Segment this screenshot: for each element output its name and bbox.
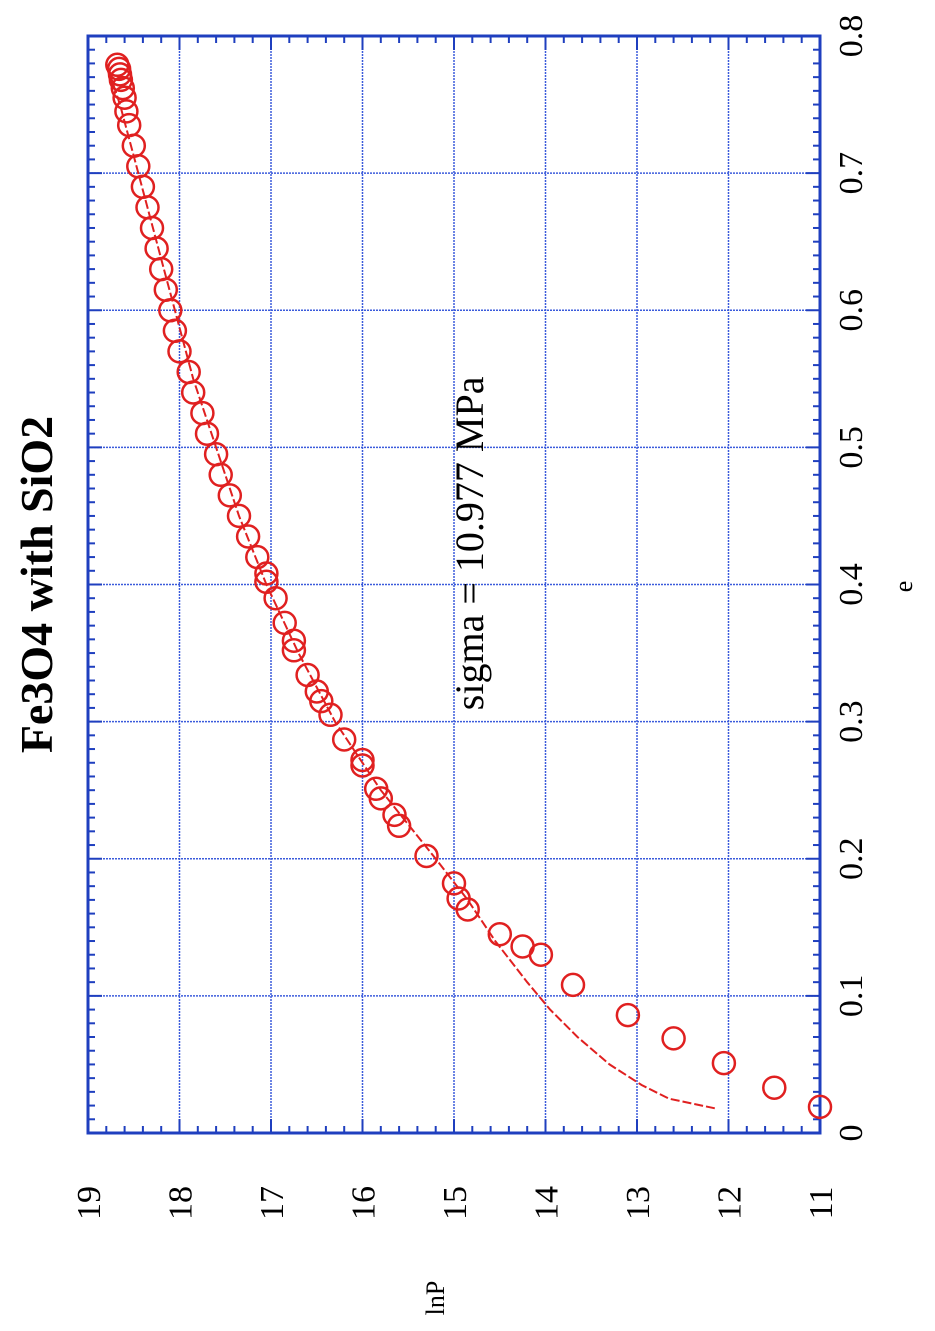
sigma-annotation: sigma = 10.977 MPa [447,376,492,710]
data-point [217,483,243,508]
data-point [414,843,439,869]
y-tick-label: 13 [620,1186,657,1220]
data-point [194,421,220,446]
data-point [363,776,389,802]
data-point [350,747,375,773]
y-tick-label: 17 [254,1186,291,1220]
data-point [226,503,252,529]
chart-title: Fe3O4 with SiO2 [11,416,62,753]
data-point [130,174,156,200]
data-point [615,1002,641,1028]
x-tick-label: 0.5 [833,426,870,469]
data-point [446,886,471,911]
data-point [105,52,130,78]
data-point [121,133,147,158]
data-point [331,727,357,752]
x-axis-title: e [889,581,918,593]
y-tick-label: 11 [803,1187,840,1220]
x-tick-label: 0.1 [833,975,870,1018]
data-point [350,753,375,778]
x-tick-label: 0.3 [833,700,870,743]
data-point [272,610,297,636]
data-point [386,813,412,839]
y-tick-label: 16 [346,1186,383,1220]
data-point [190,400,215,426]
x-tick-label: 0.6 [833,289,870,332]
data-point [487,921,513,947]
plot-frame [86,34,822,1135]
data-point [116,112,142,138]
data-point [318,702,343,728]
data-point [112,85,137,110]
data-point [180,380,206,405]
data-point [295,662,320,688]
y-axis-title: lnP [421,1281,450,1316]
data-point [176,359,201,385]
data-point [254,569,279,595]
x-tick-label: 0.8 [833,15,870,58]
y-tick-label: 15 [437,1186,474,1220]
data-point [153,277,179,302]
y-tick-label: 14 [529,1186,566,1220]
y-tick-label: 19 [71,1186,108,1220]
data-point [807,1094,833,1120]
data-point [510,934,535,959]
x-tick-label: 0 [833,1125,870,1142]
data-point [245,544,270,570]
y-tick-label: 18 [163,1186,200,1220]
data-point [162,318,188,344]
data-point [281,638,307,663]
x-tick-label: 0.4 [833,563,870,606]
data-point [203,441,229,467]
y-tick-label: 12 [712,1186,749,1220]
data-point [762,1075,787,1100]
data-point [382,802,407,828]
data-point [235,524,261,549]
x-tick-label: 0.2 [833,838,870,881]
data-point [661,1026,686,1051]
data-point [114,99,139,124]
x-tick-label: 0.7 [833,152,870,195]
plot-area: 0 0.1 0.2 0.3 0.4 0.5 0.6 0.7 0.8 11 12 13 14 15 16 17 1… [71,15,870,1220]
data-point [441,871,467,896]
data-point [711,1050,737,1076]
fit-line [105,63,716,1110]
data-point [560,972,586,998]
data-point [208,462,233,488]
